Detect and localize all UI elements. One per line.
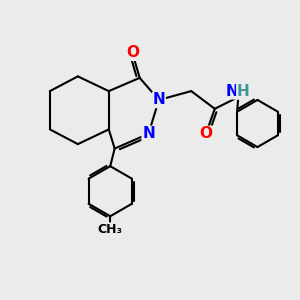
Text: H: H xyxy=(234,84,247,99)
Text: N: N xyxy=(152,92,165,107)
Text: H: H xyxy=(236,84,249,99)
Text: N: N xyxy=(226,84,238,99)
Text: CH₃: CH₃ xyxy=(98,223,123,236)
Text: N: N xyxy=(142,126,155,141)
Text: O: O xyxy=(200,126,212,141)
Text: O: O xyxy=(126,45,139,60)
